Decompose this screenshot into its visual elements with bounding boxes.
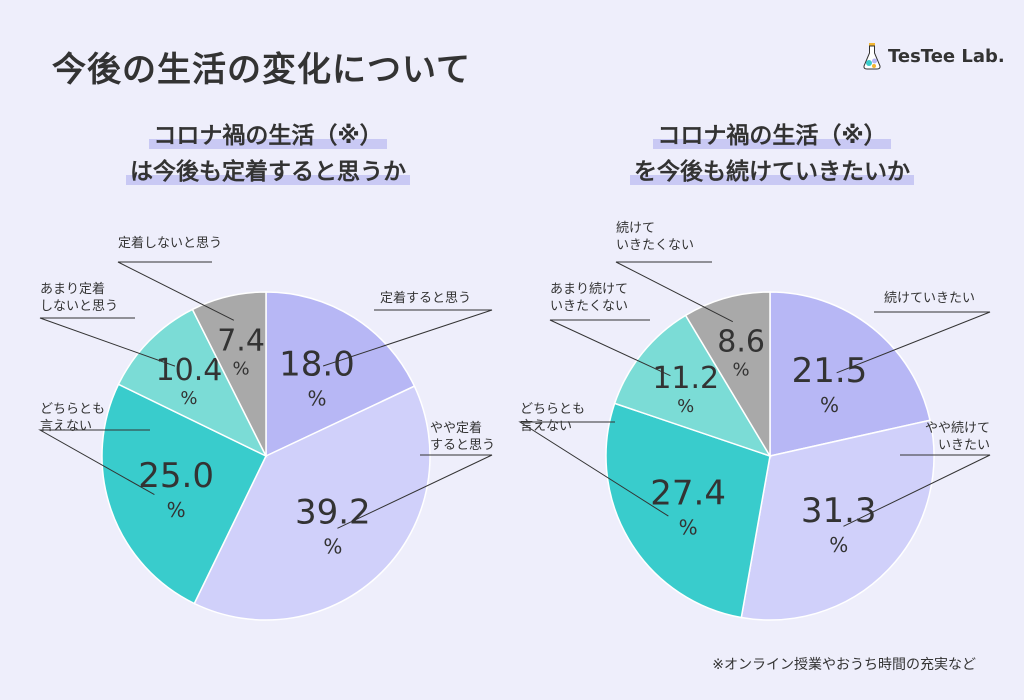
chart0-value-4: 7.4 [217,324,265,359]
chart0-slice-0 [265,291,416,458]
chart0-label-3-line-1: しないと思う [40,299,118,314]
chart0-slice-3 [117,308,268,458]
chart0-unit-0: % [307,387,326,411]
chart-left-title: コロナ禍の生活（※） は今後も定着すると思うか [58,118,478,190]
chart1-leader-4 [615,261,734,323]
chart-left-title-line1: コロナ禍の生活（※） [149,123,387,149]
chart0-unit-2: % [167,498,186,522]
chart0-unit-1: % [323,535,342,559]
chart1-leader-2 [518,421,669,517]
chart1-value-3: 11.2 [652,361,719,396]
chart1-unit-3: % [677,396,694,417]
chart1-unit-1: % [829,533,848,557]
chart0-slice-2 [101,383,268,605]
chart1-leader-0 [836,311,991,374]
chart0-value-0: 18.0 [279,345,355,385]
chart-left-title-line2: は今後も定着すると思うか [126,159,410,185]
chart1-value-0: 21.5 [792,351,868,391]
chart1-leader-3 [549,319,671,377]
chart1-unit-4: % [733,360,750,381]
chart1-label-1-line-1: いきたい [938,438,990,453]
chart-right-title: コロナ禍の生活（※） を今後も続けていきたいか [562,118,982,190]
flask-logo-icon [863,43,881,70]
chart0-value-2: 25.0 [138,456,214,496]
chart0-unit-4: % [233,359,250,380]
chart1-leader-1 [843,454,991,527]
footnote: ※オンライン授業やおうち時間の充実など [712,657,976,673]
chart1-slice-2 [605,402,771,619]
chart0-label-2-line-0: どちらとも [40,402,105,417]
chart1-slice-3 [613,314,772,458]
chart1-value-1: 31.3 [801,491,877,531]
chart0-value-3: 10.4 [156,353,223,388]
chart0-leader-2 [38,429,155,496]
chart1-slice-0 [769,291,931,457]
chart1-unit-2: % [679,515,698,539]
chart1-label-2-line-0: どちらとも [520,402,585,417]
logo: TesTee Lab. [862,42,1005,70]
chart0-label-4-line-0: 定着しないと思う [118,235,222,251]
chart0-unit-3: % [180,388,197,409]
chart1-label-4-line-0: 続けて [616,221,655,236]
chart1-slice-1 [740,419,935,621]
chart0-leader-1 [337,454,493,529]
chart1-label-3-line-0: あまり続けて [550,282,628,297]
page-title: 今後の生活の変化について [52,50,471,90]
chart1-slice-4 [684,291,771,459]
chart0-leader-4 [117,261,235,321]
chart0-leader-0 [322,309,493,367]
chart1-value-2: 27.4 [650,473,726,513]
chart1-label-2-line-1: 言えない [520,419,572,434]
chart-right-title-line2: を今後も続けていきたいか [630,159,914,185]
chart0-leader-3 [39,317,176,367]
chart0-label-1-line-1: すると思う [430,438,495,453]
chart0-label-3-line-0: あまり定着 [40,281,105,297]
chart1-label-0-line-0: 続けていきたい [884,291,975,306]
chart1-value-4: 8.6 [717,325,765,360]
chart0-label-0-line-0: 定着すると思う [380,290,471,306]
chart1-label-3-line-1: いきたくない [550,299,628,314]
chart0-label-1-line-0: やや定着 [430,420,482,436]
logo-text: TesTee Lab. [888,45,1005,67]
chart-right-title-line1: コロナ禍の生活（※） [653,123,891,149]
chart1-label-4-line-1: いきたくない [616,238,694,253]
chart0-slice-4 [191,291,267,457]
chart0-label-2-line-1: 言えない [40,419,92,434]
chart0-slice-1 [193,385,431,621]
chart0-value-1: 39.2 [295,493,371,533]
chart1-label-1-line-0: やや続けて [925,421,990,436]
chart1-unit-0: % [820,393,839,417]
